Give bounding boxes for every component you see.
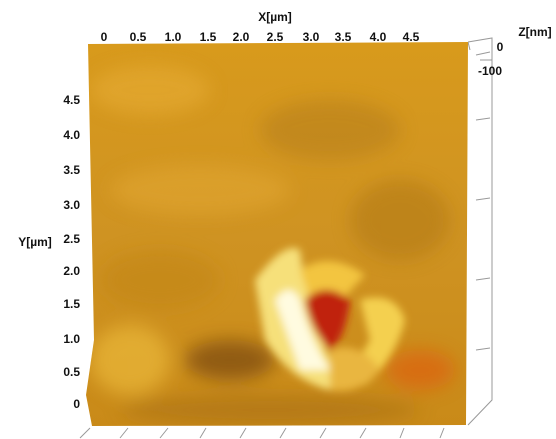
y-tick-label: 3.5: [63, 163, 80, 177]
y-tick-label: 2.0: [63, 264, 80, 278]
afm-image: X[µm] Y[µm] Z[nm] 0 0.5 1.0 1.5 2.0 2.5 3.0 3.5…: [0, 0, 556, 439]
y-tick-label: 4.5: [63, 93, 80, 107]
x-tick-label: 1.5: [200, 30, 217, 44]
y-tick-label: 1.0: [63, 332, 80, 346]
y-tick-label: 1.5: [63, 297, 80, 311]
x-tick-label: 4.0: [370, 30, 387, 44]
x-tick-label: 4.5: [403, 30, 420, 44]
y-tick-label: 3.0: [63, 198, 80, 212]
x-tick-label: 0: [101, 30, 108, 44]
surface: [80, 40, 480, 430]
y-tick-label: 2.5: [63, 232, 80, 246]
x-tick-label: 3.5: [335, 30, 352, 44]
y-tick-label: 0.5: [63, 365, 80, 379]
x-tick-label: 1.0: [165, 30, 182, 44]
x-axis-label: X[µm]: [258, 10, 292, 24]
x-tick-label: 2.0: [233, 30, 250, 44]
y-tick-label: 0: [73, 397, 80, 411]
x-tick-label: 3.0: [303, 30, 320, 44]
z-tick-label: -100: [478, 64, 502, 78]
x-tick-label: 2.5: [267, 30, 284, 44]
y-tick-label: 4.0: [63, 128, 80, 142]
z-tick-label: 0: [497, 40, 504, 54]
z-axis-label: Z[nm]: [518, 25, 551, 39]
y-axis-label: Y[µm]: [18, 235, 52, 249]
x-tick-label: 0.5: [130, 30, 147, 44]
